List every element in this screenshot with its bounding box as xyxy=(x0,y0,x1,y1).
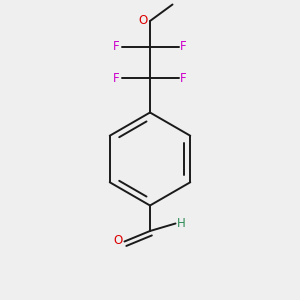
Text: F: F xyxy=(113,71,120,85)
Text: H: H xyxy=(177,217,186,230)
Text: O: O xyxy=(113,234,122,247)
Text: F: F xyxy=(180,71,187,85)
Text: F: F xyxy=(180,40,187,53)
Text: O: O xyxy=(139,14,148,28)
Text: F: F xyxy=(113,40,120,53)
